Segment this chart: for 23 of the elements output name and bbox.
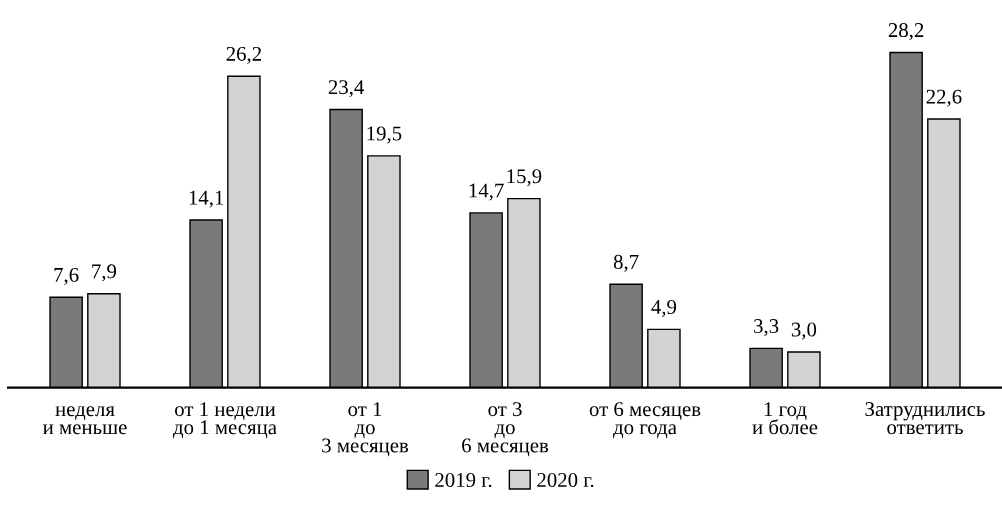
data-label: 26,2 [226, 46, 261, 64]
x-tick-label: Затруднились ответить [865, 402, 985, 435]
data-label: 3,0 [791, 322, 817, 340]
data-label: 14,7 [469, 183, 504, 201]
x-tick-label: 1 год и более [752, 402, 818, 435]
data-label: 7,6 [54, 267, 79, 285]
legend-label: 2020 г. [537, 472, 594, 488]
data-label: 28,2 [888, 23, 924, 41]
data-label: 19,5 [367, 126, 402, 144]
x-tick-label: от 1 недели до 1 месяца [173, 402, 277, 439]
data-label: 15,9 [507, 169, 542, 187]
legend-label: 2019 г. [435, 472, 492, 488]
x-tick-label: от 3 до 6 месяцев [462, 402, 549, 457]
x-tick-label: неделя и меньше [43, 406, 127, 435]
data-label: 7,9 [92, 264, 117, 282]
data-label: 3,3 [754, 319, 779, 337]
data-label: 23,4 [328, 80, 365, 98]
data-label: 4,9 [651, 300, 677, 318]
data-label: 8,7 [613, 254, 639, 272]
x-tick-label: от 6 месяцев до года [589, 402, 701, 439]
data-label: 22,6 [926, 89, 962, 107]
x-tick-label: от 1 до 3 месяцев [322, 402, 409, 457]
data-label: 14,1 [189, 190, 224, 208]
